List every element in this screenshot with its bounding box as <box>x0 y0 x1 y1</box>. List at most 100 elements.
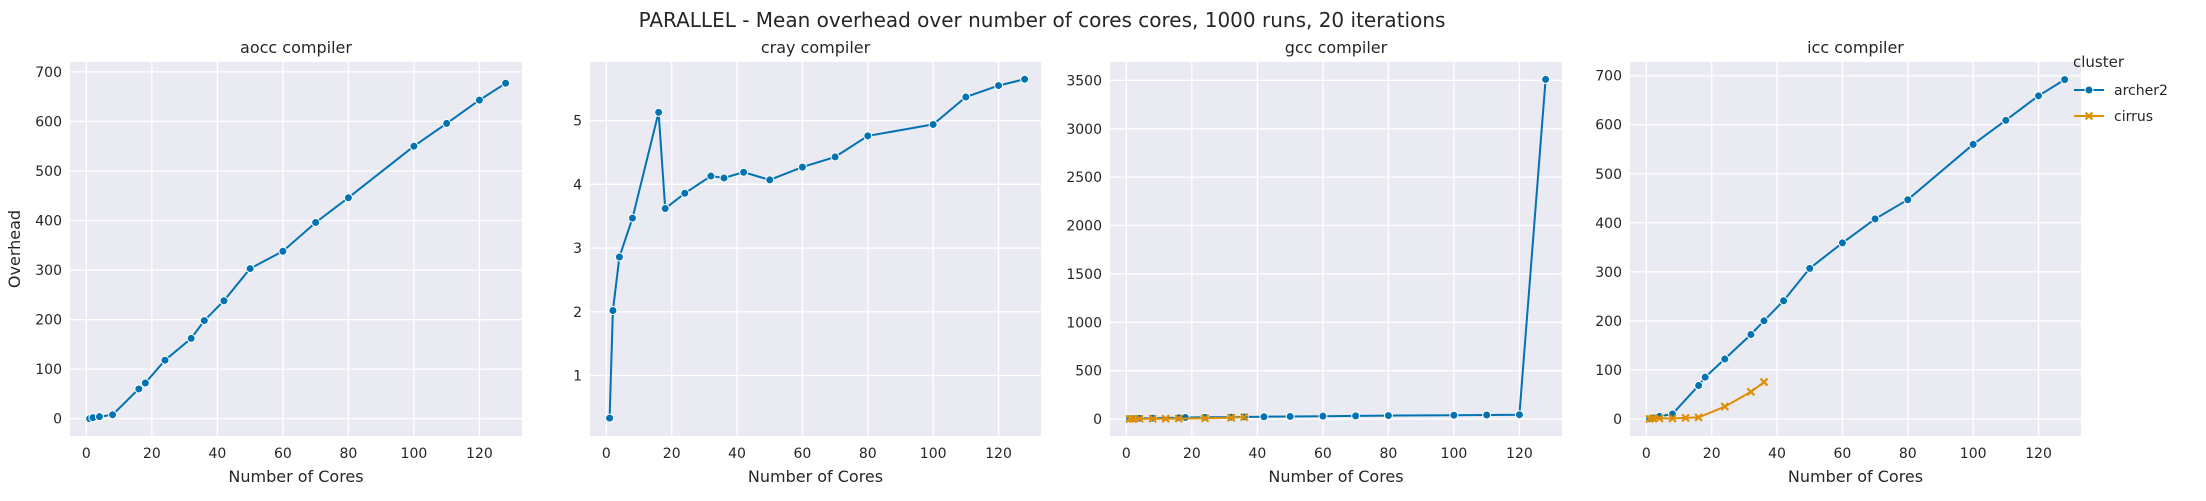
data-point-archer2 <box>660 204 670 214</box>
y-tick-label: 3000 <box>1066 122 1102 138</box>
legend: cluster archer2 cirrus <box>2073 53 2168 125</box>
data-point-cirrus <box>1655 414 1664 423</box>
data-point-cirrus <box>1694 413 1703 422</box>
data-point-archer2 <box>680 188 690 198</box>
data-point-cirrus <box>1226 413 1236 422</box>
data-point-archer2 <box>1482 410 1492 420</box>
data-point-cirrus <box>1668 414 1677 423</box>
data-point-archer2 <box>442 118 452 128</box>
y-tick-label: 1500 <box>1066 267 1102 283</box>
y-tick-label: 400 <box>35 214 62 230</box>
x-tick-label: 40 <box>1768 446 1786 462</box>
x-tick-label: 20 <box>143 446 161 462</box>
data-point-archer2 <box>765 175 775 185</box>
x-tick-label: 120 <box>1506 446 1533 462</box>
data-point-archer2 <box>1259 412 1269 422</box>
x-tick-label: 80 <box>859 446 877 462</box>
series-cirrus <box>1125 412 1249 424</box>
series-line-archer2 <box>608 78 1025 419</box>
data-point-cirrus <box>1648 414 1658 423</box>
legend-marker <box>2084 111 2094 121</box>
data-point-archer2 <box>245 264 255 274</box>
y-tick-label: 5 <box>573 114 582 130</box>
x-tick-label: 60 <box>1314 446 1332 462</box>
data-point-cirrus <box>1681 413 1690 423</box>
data-point-archer2 <box>994 81 1004 91</box>
y-tick-label: 1000 <box>1066 315 1102 331</box>
x-tick-label: 80 <box>1899 446 1917 462</box>
data-point-archer2 <box>1449 410 1459 420</box>
y-tick-label: 500 <box>1595 167 1622 183</box>
y-tick-label: 600 <box>35 114 62 130</box>
x-tick-label: 120 <box>2025 446 2052 462</box>
data-point-archer2 <box>608 305 618 315</box>
y-tick-label: 3 <box>573 241 582 257</box>
data-point-archer2 <box>1694 381 1704 391</box>
data-point-archer2 <box>2060 75 2070 85</box>
legend-label: archer2 <box>2114 83 2168 99</box>
y-axis-label: Overhead <box>5 210 24 288</box>
series-cirrus <box>1645 377 1769 424</box>
data-point-archer2 <box>1285 411 1295 421</box>
data-point-archer2 <box>1805 263 1815 273</box>
data-point-cirrus <box>1746 387 1756 397</box>
data-point-cirrus <box>1200 414 1210 423</box>
data-point-archer2 <box>706 171 716 181</box>
data-point-cirrus <box>1720 402 1730 411</box>
x-tick-label: 40 <box>728 446 746 462</box>
y-tick-label: 100 <box>1595 363 1622 379</box>
plot-area <box>590 62 1041 436</box>
y-tick-label: 300 <box>1595 265 1622 281</box>
x-axis-label: Number of Cores <box>748 467 883 486</box>
x-tick-label: 20 <box>1703 446 1721 462</box>
y-tick-label: 4 <box>573 177 582 193</box>
data-point-archer2 <box>1870 214 1880 224</box>
y-tick-label: 500 <box>1075 364 1102 380</box>
x-tick-label: 20 <box>1183 446 1201 462</box>
subplot-4: 0 20 40 60 80 100 120 0 100 200 300 400 500 600 700 icc… <box>1595 38 2081 486</box>
data-point-cirrus <box>1148 414 1157 424</box>
y-tick-label: 200 <box>1595 314 1622 330</box>
data-point-archer2 <box>961 92 971 102</box>
legend-label: cirrus <box>2114 109 2153 125</box>
x-tick-label: 40 <box>1248 446 1266 462</box>
y-tick-label: 2 <box>573 305 582 321</box>
legend-title: cluster <box>2073 53 2125 71</box>
data-point-archer2 <box>1700 372 1710 382</box>
y-tick-label: 0 <box>1613 412 1622 428</box>
subplot-2: 0 20 40 60 80 100 120 1 2 3 4 5 cray compiler Number … <box>573 38 1041 486</box>
data-point-archer2 <box>1746 330 1756 340</box>
x-tick-label: 60 <box>1834 446 1852 462</box>
data-point-archer2 <box>2034 91 2044 101</box>
y-tick-label: 200 <box>35 313 62 329</box>
x-tick-label: 0 <box>1122 446 1131 462</box>
plot-area <box>1630 62 2081 436</box>
subplot-3: 0 20 40 60 80 100 120 0 500 1000 1500 2000 2500 3000 3… <box>1066 38 1562 486</box>
data-point-archer2 <box>654 107 664 117</box>
data-point-archer2 <box>1514 410 1524 420</box>
y-tick-label: 1 <box>573 368 582 384</box>
x-tick-label: 60 <box>274 446 292 462</box>
y-tick-label: 0 <box>53 412 62 428</box>
x-tick-label: 40 <box>208 446 226 462</box>
data-point-archer2 <box>1903 195 1913 205</box>
x-axis-label: Number of Cores <box>1788 467 1923 486</box>
x-tick-label: 0 <box>602 446 611 462</box>
y-tick-label: 2000 <box>1066 219 1102 235</box>
data-point-archer2 <box>94 412 104 422</box>
data-point-archer2 <box>199 316 209 326</box>
y-tick-label: 0 <box>1093 412 1102 428</box>
data-point-archer2 <box>108 410 118 420</box>
y-tick-label: 600 <box>1595 118 1622 134</box>
data-point-archer2 <box>311 217 321 227</box>
data-point-archer2 <box>278 246 288 256</box>
data-point-archer2 <box>219 296 229 306</box>
subplot-1: 0 20 40 60 80 100 120 0 100 200 300 400 500 600 700 aoc… <box>5 38 522 486</box>
x-tick-label: 80 <box>339 446 357 462</box>
x-tick-label: 120 <box>985 446 1012 462</box>
y-tick-label: 700 <box>1595 69 1622 85</box>
subplot-title: cray compiler <box>761 38 871 57</box>
subplot-title: aocc compiler <box>240 38 352 57</box>
data-point-archer2 <box>1020 74 1030 84</box>
